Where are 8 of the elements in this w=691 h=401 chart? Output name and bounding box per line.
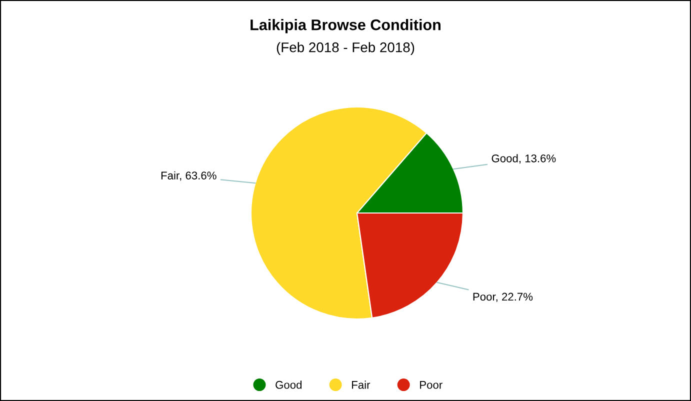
chart-title: Laikipia Browse Condition bbox=[250, 19, 440, 34]
data-label: Fair, 63.6% bbox=[161, 171, 216, 181]
legend-label: Good bbox=[276, 380, 302, 389]
chart-subtitle: (Feb 2018 - Feb 2018) bbox=[276, 42, 414, 56]
data-label: Poor, 22.7% bbox=[473, 292, 533, 302]
legend-label: Fair bbox=[352, 380, 370, 389]
legend-label: Poor bbox=[420, 381, 442, 389]
data-label: Good, 13.6% bbox=[492, 154, 556, 164]
